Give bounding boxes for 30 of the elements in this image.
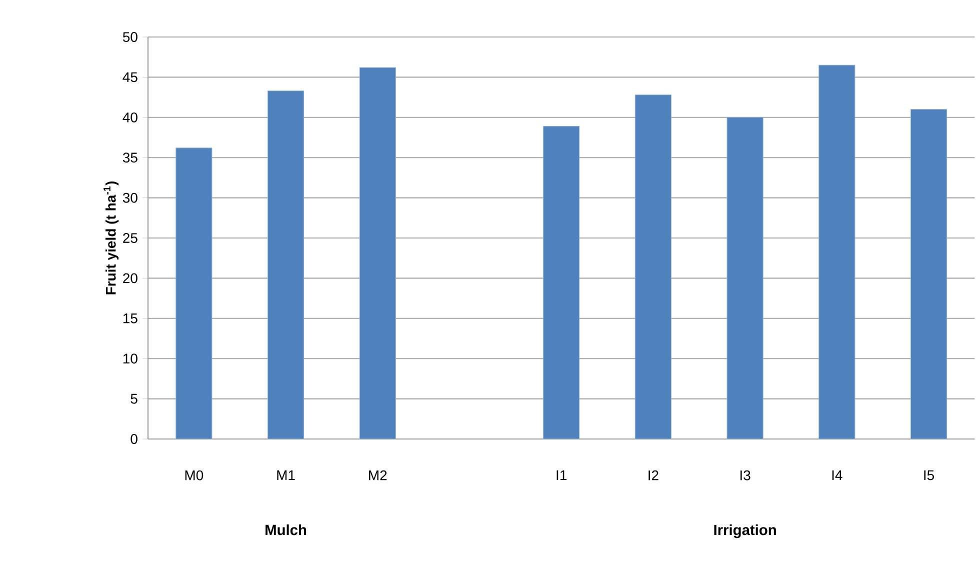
x-tick-label: I3 <box>740 470 750 480</box>
bar <box>176 148 212 440</box>
y-tick-label: 45 <box>122 72 138 82</box>
x-tick-label: I5 <box>924 470 934 480</box>
bar <box>359 67 396 440</box>
bar <box>268 90 304 440</box>
x-tick-label: M2 <box>369 470 387 480</box>
y-tick-label: 20 <box>123 273 138 284</box>
y-tick-label: 15 <box>123 314 138 324</box>
bar <box>726 117 764 440</box>
x-tick-label: I1 <box>556 470 566 480</box>
x-tick-label: M0 <box>185 470 204 480</box>
y-tick-label: 25 <box>123 233 138 243</box>
text: Irrigation <box>714 524 776 538</box>
y-tick-label: 10 <box>123 354 138 364</box>
text: Mulch <box>266 524 306 536</box>
y-tick-label: 50 <box>122 32 138 42</box>
y-tick-label: 0 <box>130 434 138 444</box>
x-tick-label: M1 <box>277 470 295 480</box>
y-tick-label: 30 <box>122 192 138 203</box>
y-axis-title: Fruit yield (t ha$^{-1}$) <box>104 182 119 294</box>
bar <box>634 94 672 440</box>
bar <box>910 109 948 440</box>
x-tick-label: I4 <box>832 470 842 480</box>
bar <box>818 64 856 440</box>
y-tick-label: 35 <box>122 152 138 163</box>
y-tick-label: 40 <box>122 112 138 122</box>
y-tick-label: 5 <box>130 394 138 404</box>
x-tick-label: I2 <box>648 470 658 480</box>
bar <box>543 126 580 440</box>
